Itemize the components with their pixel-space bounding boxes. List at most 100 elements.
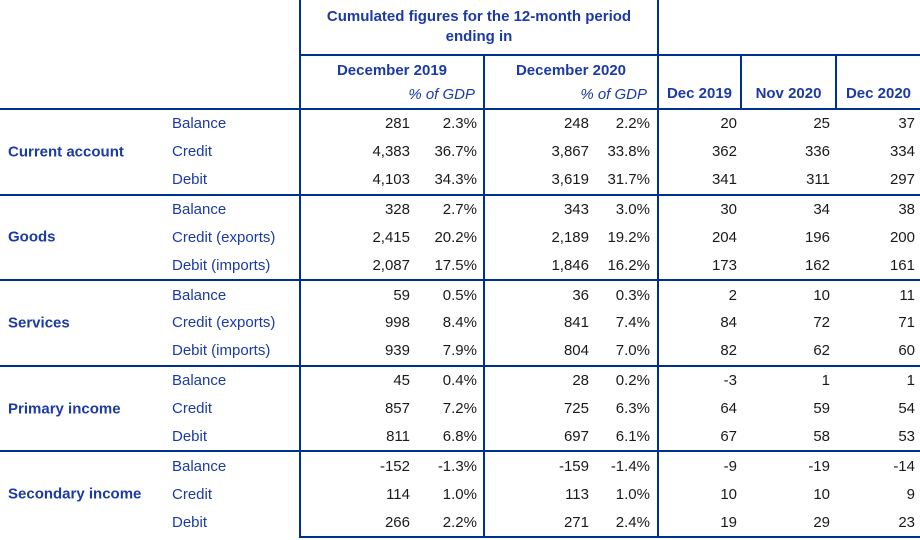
vertical-divider-left-of-cumulated — [299, 0, 301, 538]
cell-month-dec2019: 82 — [720, 342, 737, 360]
cell-cum2019-value: 4,103 — [372, 171, 410, 189]
cell-month-nov2020: 336 — [804, 143, 830, 161]
cell-cum2020-pct: 19.2% — [607, 228, 650, 246]
cell-month-dec2020: 71 — [898, 314, 915, 332]
cell-cum2020-pct: 3.0% — [615, 201, 650, 219]
cell-cum2019-pct: 2.3% — [442, 115, 477, 133]
group-label: Goods — [8, 228, 56, 246]
cell-cum2020-value: 697 — [563, 427, 589, 445]
cell-month-nov2020: 62 — [813, 342, 830, 360]
group-label: Services — [8, 314, 70, 332]
cell-month-dec2019: 64 — [720, 400, 737, 418]
vertical-divider-between-periods — [483, 55, 485, 538]
vertical-divider-dec2019-nov2020 — [740, 55, 742, 110]
cell-cum2019-value: 266 — [384, 513, 410, 531]
table-row: Debit 811 6.8% 697 6.1% 67 58 53 — [0, 423, 920, 451]
table-row: Debit 4,103 34.3% 3,619 31.7% 341 311 297 — [0, 166, 920, 194]
cell-cum2020-pct: 0.3% — [615, 286, 650, 304]
cell-month-dec2019: 30 — [720, 201, 737, 219]
row-label: Credit (exports) — [172, 314, 276, 332]
cell-cum2020-value: 113 — [565, 485, 589, 503]
table-row: Debit 266 2.2% 271 2.4% 19 29 23 — [0, 508, 920, 536]
cell-month-nov2020: 10 — [813, 286, 830, 304]
cell-cum2020-value: 804 — [563, 342, 589, 360]
row-group: Secondary income Balance -152 -1.3% -159 -1.4… — [0, 450, 920, 536]
cell-cum2019-pct: 2.7% — [442, 201, 477, 219]
cell-cum2020-pct: 1.0% — [615, 485, 650, 503]
cell-cum2019-value: 4,383 — [372, 143, 410, 161]
table-row: Balance 59 0.5% 36 0.3% 2 10 11 — [0, 281, 920, 309]
group-label: Primary income — [8, 400, 121, 418]
cell-cum2019-pct: -1.3% — [437, 457, 477, 475]
table-row: Debit (imports) 939 7.9% 804 7.0% 82 62 60 — [0, 337, 920, 365]
cell-cum2020-value: 271 — [563, 513, 589, 531]
cell-month-dec2019: 67 — [720, 427, 737, 445]
row-label: Balance — [172, 115, 227, 133]
cell-month-dec2020: 297 — [889, 171, 915, 189]
cell-cum2020-value: 1,846 — [551, 256, 589, 274]
cell-cum2020-pct: 31.7% — [607, 171, 650, 189]
cell-month-nov2020: 162 — [804, 256, 830, 274]
row-label: Credit — [172, 143, 213, 161]
cell-cum2020-value: 28 — [572, 372, 589, 390]
cell-cum2019-pct: 1.0% — [442, 485, 477, 503]
table-row: Credit 4,383 36.7% 3,867 33.8% 362 336 334 — [0, 138, 920, 166]
cell-cum2019-value: 939 — [384, 342, 410, 360]
row-label: Balance — [172, 372, 227, 390]
cell-cum2020-pct: 2.2% — [615, 115, 650, 133]
cell-month-dec2019: 362 — [711, 143, 737, 161]
cell-month-dec2020: 23 — [898, 513, 915, 531]
cell-month-nov2020: 34 — [813, 201, 830, 219]
row-label: Credit — [172, 400, 213, 418]
cell-cum2019-pct: 8.4% — [442, 314, 477, 332]
cell-month-dec2020: 37 — [898, 115, 915, 133]
row-group: Services Balance 59 0.5% 36 0.3% 2 10 11 Credit (… — [0, 279, 920, 365]
cell-cum2020-value: 3,619 — [551, 171, 589, 189]
cell-month-dec2020: 38 — [898, 201, 915, 219]
cell-month-nov2020: 59 — [813, 400, 830, 418]
column-header-month-dec-2019: Dec 2019 — [666, 85, 733, 102]
cell-cum2020-pct: -1.4% — [610, 457, 650, 475]
column-subheader-pct-gdp-2019: % of GDP — [408, 86, 475, 103]
table-row: Balance 45 0.4% 28 0.2% -3 1 1 — [0, 367, 920, 395]
cell-month-dec2019: 84 — [720, 314, 737, 332]
cell-month-dec2019: 341 — [711, 171, 737, 189]
table-row: Debit (imports) 2,087 17.5% 1,846 16.2% 173 16… — [0, 251, 920, 279]
column-header-month-nov-2020: Nov 2020 — [755, 85, 822, 102]
cell-month-dec2020: 60 — [898, 342, 915, 360]
cell-cum2020-value: 248 — [563, 115, 589, 133]
cell-cum2019-value: 998 — [384, 314, 410, 332]
group-label: Current account — [8, 143, 124, 161]
cell-month-nov2020: 58 — [813, 427, 830, 445]
cell-cum2019-value: 328 — [384, 201, 410, 219]
cell-month-nov2020: 196 — [804, 228, 830, 246]
column-header-december-2019: December 2019 — [336, 62, 448, 79]
cell-cum2020-pct: 7.0% — [615, 342, 650, 360]
cell-cum2019-value: 59 — [393, 286, 410, 304]
cell-cum2020-pct: 6.3% — [615, 400, 650, 418]
cell-cum2019-pct: 36.7% — [434, 143, 477, 161]
cell-month-dec2020: 53 — [898, 427, 915, 445]
cell-month-dec2019: 173 — [711, 256, 737, 274]
cell-cum2019-value: 857 — [384, 400, 410, 418]
cell-month-nov2020: 72 — [813, 314, 830, 332]
table-row: Credit (exports) 2,415 20.2% 2,189 19.2% 204 1… — [0, 223, 920, 251]
cell-month-nov2020: 1 — [821, 372, 830, 390]
cell-month-dec2020: 1 — [906, 372, 915, 390]
cell-cum2020-pct: 0.2% — [615, 372, 650, 390]
row-label: Balance — [172, 457, 227, 475]
cell-cum2020-value: 2,189 — [551, 228, 589, 246]
cell-cum2019-pct: 6.8% — [442, 427, 477, 445]
cell-month-dec2019: 2 — [728, 286, 737, 304]
row-label: Balance — [172, 201, 227, 219]
table-row: Credit 857 7.2% 725 6.3% 64 59 54 — [0, 395, 920, 423]
cell-cum2019-pct: 7.2% — [442, 400, 477, 418]
cell-month-dec2020: 54 — [898, 400, 915, 418]
cell-month-nov2020: 25 — [813, 115, 830, 133]
cell-cum2019-value: 2,087 — [372, 256, 410, 274]
row-group: Primary income Balance 45 0.4% 28 0.2% -3 1 1 Cre… — [0, 364, 920, 451]
cell-cum2019-pct: 2.2% — [442, 513, 477, 531]
cell-month-dec2019: 204 — [711, 228, 737, 246]
horizontal-divider-bottom — [299, 536, 920, 538]
